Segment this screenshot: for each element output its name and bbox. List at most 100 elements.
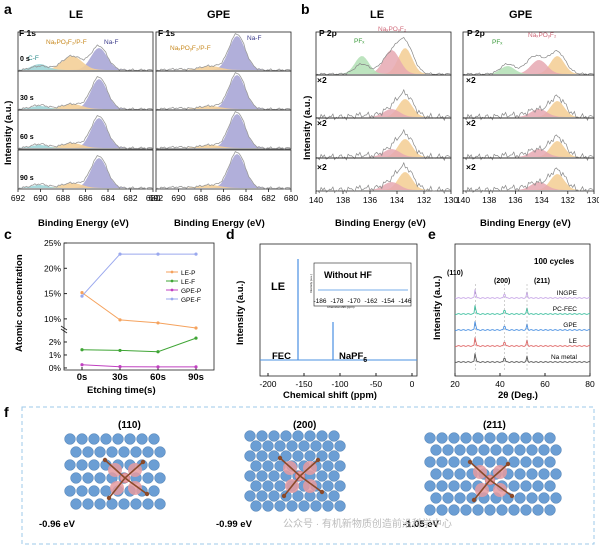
na-atom <box>424 432 436 444</box>
panel-d-inset-ylabel: Intensity (a.u.) <box>309 274 313 293</box>
panel-a-xlabel-gpe: Binding Energy (eV) <box>174 218 265 229</box>
xrd-label-Na metal: Na metal <box>551 354 578 361</box>
na-atom <box>100 433 112 445</box>
panel-a-tick-label: 680 <box>146 193 160 203</box>
cf-peak <box>18 64 153 70</box>
panel-a-tick-label: 686 <box>216 193 230 203</box>
panel-f-energy-110: -0.96 eV <box>39 519 76 530</box>
pink-peak <box>463 149 594 157</box>
panel-e-tick-label: 20 <box>450 379 460 389</box>
na-atom <box>268 490 280 502</box>
na-atom <box>454 492 466 504</box>
panel-a-label-napof: NaₓPOᵧF₂/P-F <box>46 39 87 46</box>
panel-f-facet-211: (211) <box>483 420 506 431</box>
panel-b-label-napof: NaₓPOᵧF₂ <box>378 26 407 33</box>
na-atom <box>76 459 88 471</box>
na-atom <box>250 480 262 492</box>
napof-peak <box>18 183 153 188</box>
na-atom <box>520 456 532 468</box>
napof-peak <box>156 106 291 109</box>
panel-f-energy-211: -1.05 eV <box>403 519 440 530</box>
envelope-curve <box>17 44 153 72</box>
panel-b-label-pf: PFₓ <box>354 38 365 45</box>
na-atom <box>82 472 94 484</box>
na-atom <box>280 430 292 442</box>
na-atom <box>310 500 322 512</box>
chain-bond <box>124 461 144 479</box>
data-point-LE-P <box>156 321 160 325</box>
na-atom <box>64 485 76 497</box>
na-atom <box>316 430 328 442</box>
na-atom <box>76 485 88 497</box>
na-atom <box>538 468 550 480</box>
napof-peak <box>18 56 153 70</box>
panel-b-xlabel-le: Binding Energy (eV) <box>335 218 426 229</box>
data-point-GPE-F <box>118 252 122 256</box>
na-atom <box>454 468 466 480</box>
na-atom <box>262 500 274 512</box>
na-atom <box>268 430 280 442</box>
panel-f-letter: f <box>4 404 9 420</box>
na-atom <box>478 444 490 456</box>
na-atom <box>256 470 268 482</box>
na-atom <box>442 468 454 480</box>
panel-d-tick-label: 0 <box>410 379 415 389</box>
naf-peak <box>18 158 153 188</box>
na-atom <box>334 440 346 452</box>
chain-bond <box>124 477 148 495</box>
inset-tick-label: -154 <box>381 298 394 305</box>
na-atom <box>292 450 304 462</box>
na-atom <box>442 444 454 456</box>
envelope-curve <box>155 72 291 111</box>
panel-b-tick-label: 130 <box>587 195 599 205</box>
na-atom <box>322 440 334 452</box>
panel-a-tick-label: 682 <box>261 193 275 203</box>
panel-b-tick-label: 136 <box>363 195 377 205</box>
panel-b-tick-label: 138 <box>482 195 496 205</box>
panel-b-xlabel-gpe: Binding Energy (eV) <box>480 218 571 229</box>
na-atom <box>430 492 442 504</box>
panel-a-element-gpe: F 1s <box>158 28 175 38</box>
panel-b-title-gpe: GPE <box>509 9 532 21</box>
panel-e-peak-200: (200) <box>494 278 510 285</box>
na-atom <box>148 433 160 445</box>
panel-d-xlabel: Chemical shift (ppm) <box>283 390 377 401</box>
envelope-curve <box>17 114 153 150</box>
na-atom <box>460 432 472 444</box>
panel-b-mult-5: ×2 <box>466 118 476 128</box>
envelope-curve <box>462 167 595 195</box>
panel-e-peak-211: (211) <box>534 278 550 285</box>
data-point-LE-P <box>80 290 84 295</box>
na-atom <box>460 480 472 492</box>
na-atom <box>508 432 520 444</box>
envelope-curve <box>315 88 452 122</box>
na-atom <box>436 432 448 444</box>
na-atom <box>94 472 106 484</box>
na-atom <box>526 444 538 456</box>
panel-d-tick-label: -200 <box>259 379 276 389</box>
legend-label-LE-P: LE-P <box>181 270 195 277</box>
na-atom <box>64 459 76 471</box>
na-atom <box>142 446 154 458</box>
na-atom <box>298 500 310 512</box>
na-atom <box>472 504 484 516</box>
xrd-trace-INGPE <box>454 289 591 299</box>
chain-bond <box>108 477 126 499</box>
na-atom <box>286 500 298 512</box>
f-atom <box>493 483 507 497</box>
f-atom <box>128 481 142 495</box>
na-atom <box>70 472 82 484</box>
na-atom <box>82 498 94 510</box>
xrd-label-PC-FEC: PC-FEC <box>553 306 578 313</box>
panel-b-mult-6: ×2 <box>466 162 476 172</box>
chain-bond <box>473 479 491 501</box>
inset-tick-label: -162 <box>364 298 377 305</box>
panel-c-ytick-label: 2% <box>49 337 62 347</box>
panel-d-ylabel: Intensity (a.u.) <box>235 281 246 345</box>
cf-peak <box>18 145 153 148</box>
na-atom <box>142 498 154 510</box>
panel-a-time-90: 90 s <box>20 175 34 182</box>
series-line-LE-P <box>81 292 197 329</box>
panel-d-inset-title: Without HF <box>324 270 372 280</box>
napof-peak <box>463 101 594 117</box>
